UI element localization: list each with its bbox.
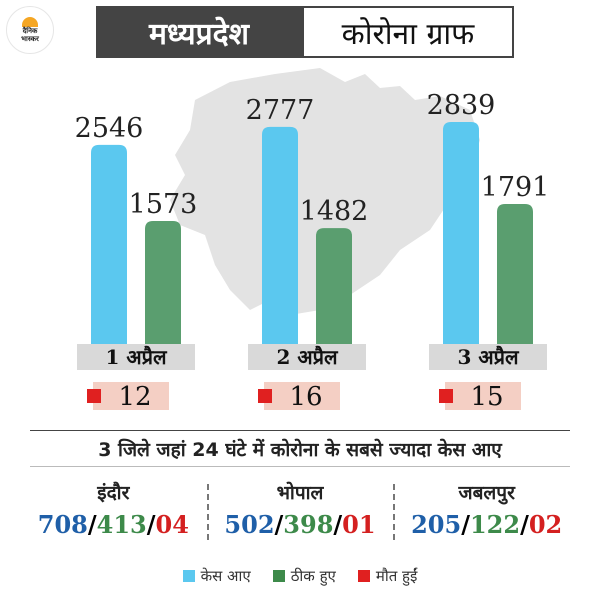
- deaths-box: [264, 382, 340, 410]
- city-stats: 708/413/04: [20, 508, 207, 542]
- deaths-marker: [87, 389, 101, 403]
- section-divider: [30, 430, 570, 431]
- bar-value-recovered: 1482: [300, 196, 369, 227]
- legend-label: मौत हुईं: [375, 567, 418, 585]
- city-cases: 502: [224, 510, 275, 539]
- map-silhouette: [170, 68, 480, 315]
- bar-value-cases: 2839: [427, 90, 496, 121]
- deaths-marker: [439, 389, 453, 403]
- city-name: भोपाल: [276, 482, 324, 504]
- city-stats: 502/398/01: [207, 508, 394, 542]
- date-label: 2 अप्रैल: [276, 345, 339, 369]
- subheading-underline: [30, 466, 570, 467]
- city-name: जबलपुर: [458, 482, 515, 504]
- date-label-box: [429, 344, 547, 370]
- stat-separator: /: [461, 510, 470, 539]
- dainik-bhaskar-logo: दैनिक भास्कर: [6, 6, 54, 54]
- logo-line-2: भास्कर: [21, 35, 39, 43]
- logo-line-1: दैनिक: [22, 27, 38, 35]
- deaths-value: 12: [118, 382, 151, 412]
- corona-bar-chart: 2546 1573 1 अप्रैल 12 2777 1482 2 अप्रैल 16 2839…: [75, 68, 550, 412]
- city-deaths: 02: [528, 510, 563, 539]
- stat-separator: /: [520, 510, 529, 539]
- legend-swatch-deaths: [357, 570, 370, 582]
- bar-recovered: [145, 220, 181, 344]
- city-jabalpur: जबलपुर 205/122/02: [393, 478, 580, 548]
- bar-recovered: [497, 203, 533, 344]
- stat-separator: /: [87, 510, 97, 539]
- title-state: मध्यप्रदेश: [96, 6, 302, 58]
- date-label: 1 अप्रैल: [105, 345, 168, 369]
- city-stats-row: इंदौर 708/413/04 भोपाल 502/398/01 जबलपुर…: [20, 478, 580, 548]
- deaths-value: 15: [470, 382, 503, 412]
- subheading: 3 जिले जहां 24 घंटे में कोरोना के सबसे ज…: [98, 439, 502, 461]
- deaths-box: [445, 382, 521, 410]
- city-recovered: 413: [96, 510, 147, 539]
- legend-item-recovered: ठीक हुए: [272, 566, 336, 586]
- bar-value-recovered: 1573: [129, 189, 198, 220]
- deaths-box: [93, 382, 169, 410]
- bar-value-cases: 2546: [75, 113, 144, 144]
- city-cases: 708: [37, 510, 88, 539]
- title-graph: कोरोना ग्राफ: [302, 6, 514, 58]
- bar-value-cases: 2777: [246, 95, 315, 126]
- legend-item-cases: केस आए: [182, 566, 251, 586]
- bar-recovered: [316, 228, 352, 344]
- bar-cases: [443, 122, 479, 344]
- date-label-box: [77, 344, 195, 370]
- legend-label: केस आए: [200, 567, 251, 585]
- stat-separator: /: [146, 510, 156, 539]
- legend-swatch-cases: [182, 570, 195, 582]
- legend-item-deaths: मौत हुईं: [357, 566, 418, 586]
- city-deaths: 04: [155, 510, 189, 539]
- date-label-box: [248, 344, 366, 370]
- city-recovered: 398: [283, 510, 334, 539]
- bar-cases: [262, 126, 298, 345]
- stat-separator: /: [333, 510, 343, 539]
- legend-swatch-recovered: [272, 570, 285, 582]
- city-cases: 205: [411, 510, 462, 539]
- bar-value-recovered: 1791: [481, 172, 550, 203]
- stat-separator: /: [274, 510, 284, 539]
- deaths-value: 16: [289, 382, 322, 412]
- legend-label: ठीक हुए: [290, 567, 336, 585]
- city-bhopal: भोपाल 502/398/01: [206, 478, 394, 548]
- sun-icon: [22, 17, 38, 27]
- deaths-marker: [258, 389, 272, 403]
- city-stats: 205/122/02: [393, 508, 580, 542]
- city-name: इंदौर: [97, 482, 130, 504]
- bar-cases: [91, 144, 127, 344]
- city-recovered: 122: [469, 510, 521, 539]
- city-indore: इंदौर 708/413/04: [20, 478, 207, 548]
- city-deaths: 01: [342, 510, 376, 539]
- date-label: 3 अप्रैल: [457, 345, 520, 369]
- chart-legend: केस आए ठीक हुए मौत हुईं: [0, 566, 600, 586]
